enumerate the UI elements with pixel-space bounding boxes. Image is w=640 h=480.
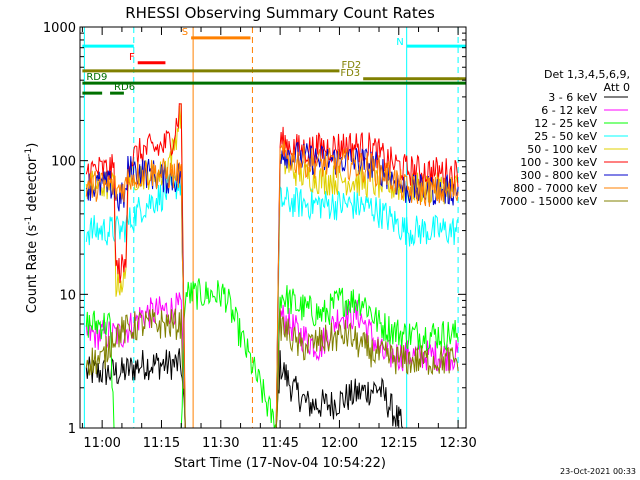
chart-title: RHESSI Observing Summary Count Rates [125, 4, 435, 22]
x-tick-label-1: 11:15 [143, 436, 180, 451]
legend-label-5: 100 - 300 keV [520, 156, 597, 169]
legend-label-6: 300 - 800 keV [520, 169, 597, 182]
footer-timestamp: 23-Oct-2021 00:33 [560, 467, 636, 476]
flag-label-3: FD2 [341, 60, 361, 71]
series-line-3 [85, 173, 459, 428]
legend-label-7: 800 - 7000 keV [513, 182, 597, 195]
flag-label-2: S [182, 27, 188, 38]
legend-label-2: 12 - 25 keV [534, 117, 597, 130]
x-tick-label-3: 11:45 [261, 436, 298, 451]
legend-label-1: 6 - 12 keV [541, 104, 597, 117]
x-tick-label-6: 12:30 [439, 436, 476, 451]
legend-header-1: Att 0 [604, 81, 630, 94]
x-tick-label-5: 12:15 [380, 436, 417, 451]
x-tick-label-0: 11:00 [83, 436, 120, 451]
series-line-6 [85, 142, 459, 428]
legend-label-0: 3 - 6 keV [548, 91, 597, 104]
y-tick-label-0: 1 [68, 422, 76, 437]
series-line-7 [85, 140, 459, 428]
series-line-0 [85, 348, 459, 428]
y-tick-label-2: 100 [51, 155, 76, 170]
series-line-5 [85, 103, 459, 428]
x-tick-label-2: 11:30 [202, 436, 239, 451]
flag-label-5: RD9 [86, 72, 107, 83]
x-tick-label-4: 12:00 [321, 436, 358, 451]
legend-header-0: Det 1,3,4,5,6,9, [544, 68, 630, 81]
series-line-8 [85, 308, 459, 428]
y-tick-label-3: 1000 [43, 21, 76, 36]
series-line-2 [85, 278, 459, 428]
legend-label-8: 7000 - 15000 keV [499, 195, 597, 208]
axes-frame [79, 26, 467, 429]
x-axis-label: Start Time (17-Nov-04 10:54:22) [174, 456, 386, 471]
legend-label-3: 25 - 50 keV [534, 130, 597, 143]
flag-label-0: N [396, 37, 403, 48]
flag-label-1: F [129, 52, 135, 63]
series-group [85, 103, 459, 428]
legend-label-4: 50 - 100 keV [527, 143, 597, 156]
flag-label-6: RD6 [114, 82, 135, 93]
flag-label-4: FD3 [340, 68, 360, 79]
y-axis-label: Count Rate (s-1 detector-1) [24, 143, 40, 314]
y-tick-label-1: 10 [59, 288, 76, 303]
